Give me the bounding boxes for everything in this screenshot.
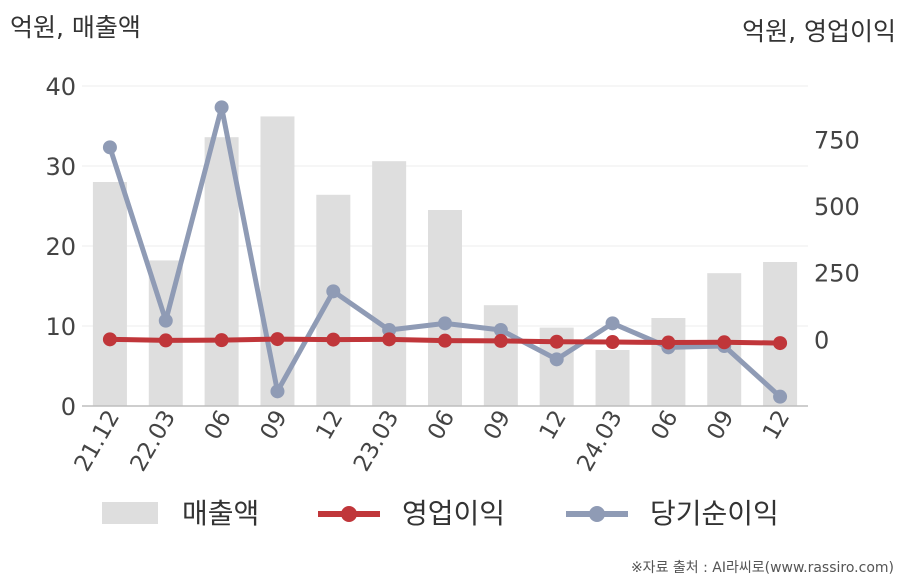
x-tick-label: 12 (311, 406, 348, 444)
right-tick-label: 0 (814, 326, 829, 354)
right-axis-ticks: 0 250 500 750 (814, 126, 860, 354)
operating-profit-point (661, 335, 676, 350)
x-tick-label: 12 (758, 406, 795, 444)
operating-profit-point (102, 332, 117, 347)
x-tick-label: 09 (702, 406, 739, 444)
legend-swatch-revenue (102, 502, 158, 524)
x-tick-label: 22.03 (126, 406, 181, 476)
operating-profit-point (493, 333, 508, 348)
revenue-bars (92, 116, 798, 407)
x-tick-label: 06 (423, 406, 460, 444)
operating-profit-point (382, 332, 397, 347)
net-income-point (214, 100, 229, 115)
right-tick-label: 250 (814, 260, 860, 288)
operating-profit-point (326, 332, 341, 347)
right-tick-label: 750 (814, 126, 860, 154)
bar-revenue (92, 182, 127, 406)
net-income-point (158, 313, 173, 328)
x-tick-label: 23.03 (349, 406, 404, 476)
x-tick-label: 21.12 (70, 406, 125, 476)
left-tick-label: 0 (61, 393, 76, 421)
x-tick-label: 09 (479, 406, 516, 444)
x-tick-label: 06 (646, 406, 683, 444)
net-income-point (102, 140, 117, 155)
left-axis-label: 억원, 매출액 (10, 13, 141, 42)
operating-profit-point (158, 333, 173, 348)
bar-revenue (763, 262, 798, 406)
left-tick-label: 10 (45, 313, 76, 341)
bar-revenue (428, 210, 462, 406)
legend-label-net-income: 당기순이익 (650, 497, 779, 530)
legend-label-revenue: 매출액 (182, 497, 259, 530)
net-income-point (773, 389, 788, 404)
operating-profit-point (549, 334, 564, 349)
bar-revenue (372, 161, 407, 406)
left-tick-label: 20 (45, 233, 76, 261)
legend-label-operating-profit: 영업이익 (402, 497, 505, 530)
legend: 매출액 영업이익 당기순이익 (102, 497, 779, 530)
bar-revenue (651, 318, 686, 406)
x-tick-label: 24.03 (572, 406, 627, 476)
net-income-point (438, 316, 452, 331)
bar-revenue (204, 137, 239, 406)
net-income-point (549, 352, 564, 367)
operating-profit-point (438, 333, 452, 348)
net-income-point (270, 384, 285, 399)
net-income-point (493, 323, 508, 337)
source-note: ※자료 출처 : AI라씨로(www.rassiro.com) (631, 560, 894, 576)
bar-revenue (260, 116, 295, 407)
left-tick-label: 40 (45, 73, 76, 101)
right-tick-label: 500 (814, 193, 860, 221)
net-income-point (326, 284, 341, 299)
legend-marker-net-income (589, 506, 605, 522)
bar-revenue (595, 350, 630, 406)
left-axis-ticks: 0 10 20 30 40 (45, 73, 76, 421)
operating-profit-point (717, 335, 732, 350)
net-income-point (605, 316, 620, 331)
bar-revenue (483, 305, 518, 406)
operating-profit-point (214, 333, 229, 348)
line-series (102, 100, 788, 404)
right-axis-label: 억원, 영업이익 (742, 17, 896, 46)
operating-profit-point (773, 336, 788, 351)
operating-profit-point (270, 332, 285, 347)
left-tick-label: 30 (45, 153, 76, 181)
x-tick-label: 09 (256, 406, 293, 444)
x-tick-label: 06 (200, 406, 237, 444)
legend-marker-operating-profit (341, 506, 357, 522)
x-tick-label: 12 (535, 406, 572, 444)
operating-profit-point (605, 335, 620, 349)
x-axis-ticks: 21.12 22.03 06 09 12 23.03 06 09 12 24.03 06 09 12 (70, 406, 796, 476)
